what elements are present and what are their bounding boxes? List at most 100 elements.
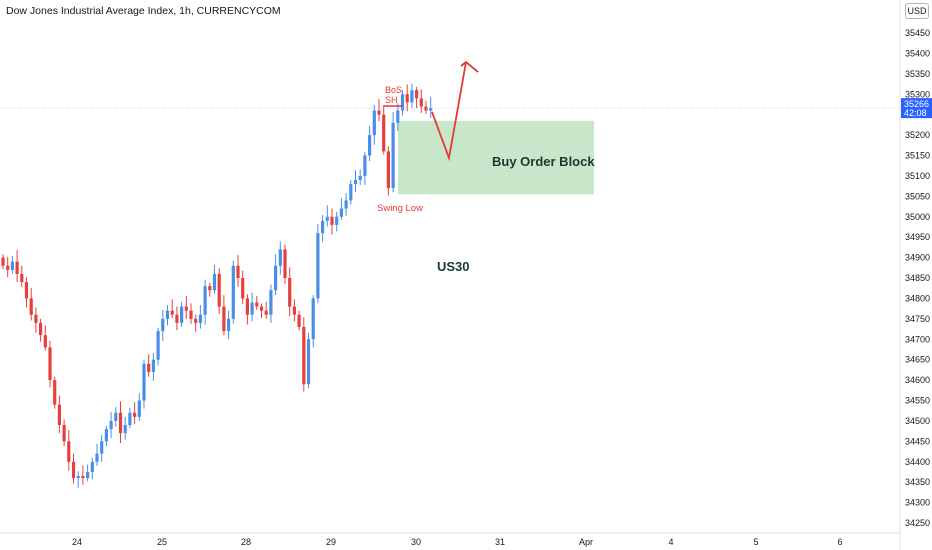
- x-tick-label: 28: [241, 537, 251, 547]
- candle-countdown: 42:08: [904, 108, 927, 118]
- y-tick-label: 34850: [905, 273, 930, 283]
- chart-title: Dow Jones Industrial Average Index, 1h, …: [6, 5, 281, 17]
- current-price-badge: [901, 98, 932, 119]
- arrow-head: [460, 60, 479, 73]
- x-tick-label: 30: [411, 537, 421, 547]
- candle-body: [264, 310, 268, 315]
- sh-label: SH: [385, 95, 398, 105]
- candle-body: [292, 306, 296, 315]
- candle-body: [419, 98, 423, 107]
- candle-body: [165, 310, 170, 319]
- candle-body: [217, 273, 221, 307]
- y-tick-label: 34350: [905, 477, 930, 487]
- candle-body: [142, 363, 146, 401]
- x-tick-label: 5: [753, 537, 758, 547]
- candle-body: [255, 302, 259, 307]
- x-tick-label: 25: [157, 537, 167, 547]
- candle-body: [353, 180, 358, 185]
- candle-body: [39, 322, 43, 336]
- candle-body: [43, 335, 47, 348]
- candle-body: [391, 122, 395, 189]
- candle-body: [212, 273, 217, 291]
- candle-body: [372, 110, 376, 136]
- y-tick-label: 34400: [905, 457, 930, 467]
- candle-body: [198, 314, 202, 323]
- candle-body: [410, 90, 414, 103]
- candle-body: [311, 298, 315, 340]
- candle-body: [29, 298, 33, 315]
- y-tick-label: 34600: [905, 375, 930, 385]
- candle-body: [231, 265, 235, 319]
- currency-badge[interactable]: USD: [905, 3, 929, 19]
- y-tick-label: 35450: [905, 28, 930, 38]
- candle-body: [259, 306, 264, 311]
- candle-body: [104, 429, 108, 442]
- candle-body: [48, 347, 52, 381]
- candle-body: [34, 314, 38, 323]
- candle-body: [335, 216, 339, 225]
- candle-body: [194, 318, 198, 323]
- candle-body: [161, 318, 165, 332]
- candle-body: [405, 94, 409, 103]
- candle-body: [67, 441, 71, 462]
- y-tick-label: 34650: [905, 355, 930, 365]
- candle-body: [269, 290, 273, 315]
- candle-body: [1, 257, 5, 266]
- candle-body: [339, 208, 343, 217]
- candle-body: [95, 453, 99, 462]
- candle-body: [222, 306, 226, 332]
- candle-body: [349, 184, 353, 201]
- y-tick-label: 35350: [905, 69, 930, 79]
- y-tick-label: 34700: [905, 334, 930, 344]
- candle-body: [180, 306, 184, 323]
- y-tick-label: 34450: [905, 436, 930, 446]
- candle-body: [128, 412, 132, 425]
- candle-body: [227, 318, 231, 332]
- us30-label: US30: [437, 259, 470, 274]
- candle-body: [241, 278, 245, 299]
- current-price-value: 35266: [904, 99, 929, 109]
- y-tick-label: 34300: [905, 498, 930, 508]
- candle-body: [62, 425, 66, 442]
- y-tick-label: 35150: [905, 151, 930, 161]
- candle-body: [20, 273, 24, 283]
- y-tick-label: 34750: [905, 314, 930, 324]
- y-tick-label: 35200: [905, 130, 930, 140]
- candle-body: [156, 331, 160, 360]
- candle-body: [147, 363, 151, 372]
- y-tick-label: 35000: [905, 212, 930, 222]
- x-tick-label: 6: [837, 537, 842, 547]
- candle-body: [245, 298, 249, 315]
- x-tick-label: 24: [72, 537, 82, 547]
- y-tick-label: 34250: [905, 518, 930, 528]
- buy-order-block-zone: [398, 120, 594, 195]
- candle-body: [283, 249, 287, 278]
- y-tick-label: 34900: [905, 253, 930, 263]
- candle-body: [429, 108, 433, 111]
- y-tick-label: 35100: [905, 171, 930, 181]
- y-tick-label: 34550: [905, 396, 930, 406]
- candle-body: [76, 476, 80, 479]
- candle-body: [415, 90, 419, 99]
- candle-body: [133, 412, 137, 417]
- candle-body: [24, 282, 29, 299]
- candle-body: [57, 404, 61, 425]
- candle-body: [316, 233, 320, 299]
- x-tick-label: 29: [326, 537, 336, 547]
- candle-body: [109, 420, 113, 430]
- candle-body: [377, 110, 381, 115]
- candle-body: [203, 286, 207, 315]
- candle-body: [184, 306, 188, 311]
- candle-body: [363, 155, 367, 176]
- candle-body: [86, 471, 90, 479]
- candle-body: [71, 461, 76, 479]
- candle-body: [175, 314, 179, 323]
- candle-body: [330, 216, 334, 225]
- y-tick-label: 34500: [905, 416, 930, 426]
- candle-body: [382, 114, 386, 152]
- candle-body: [208, 286, 212, 291]
- candle-body: [306, 339, 311, 385]
- candle-body: [250, 302, 254, 315]
- candle-body: [278, 249, 282, 266]
